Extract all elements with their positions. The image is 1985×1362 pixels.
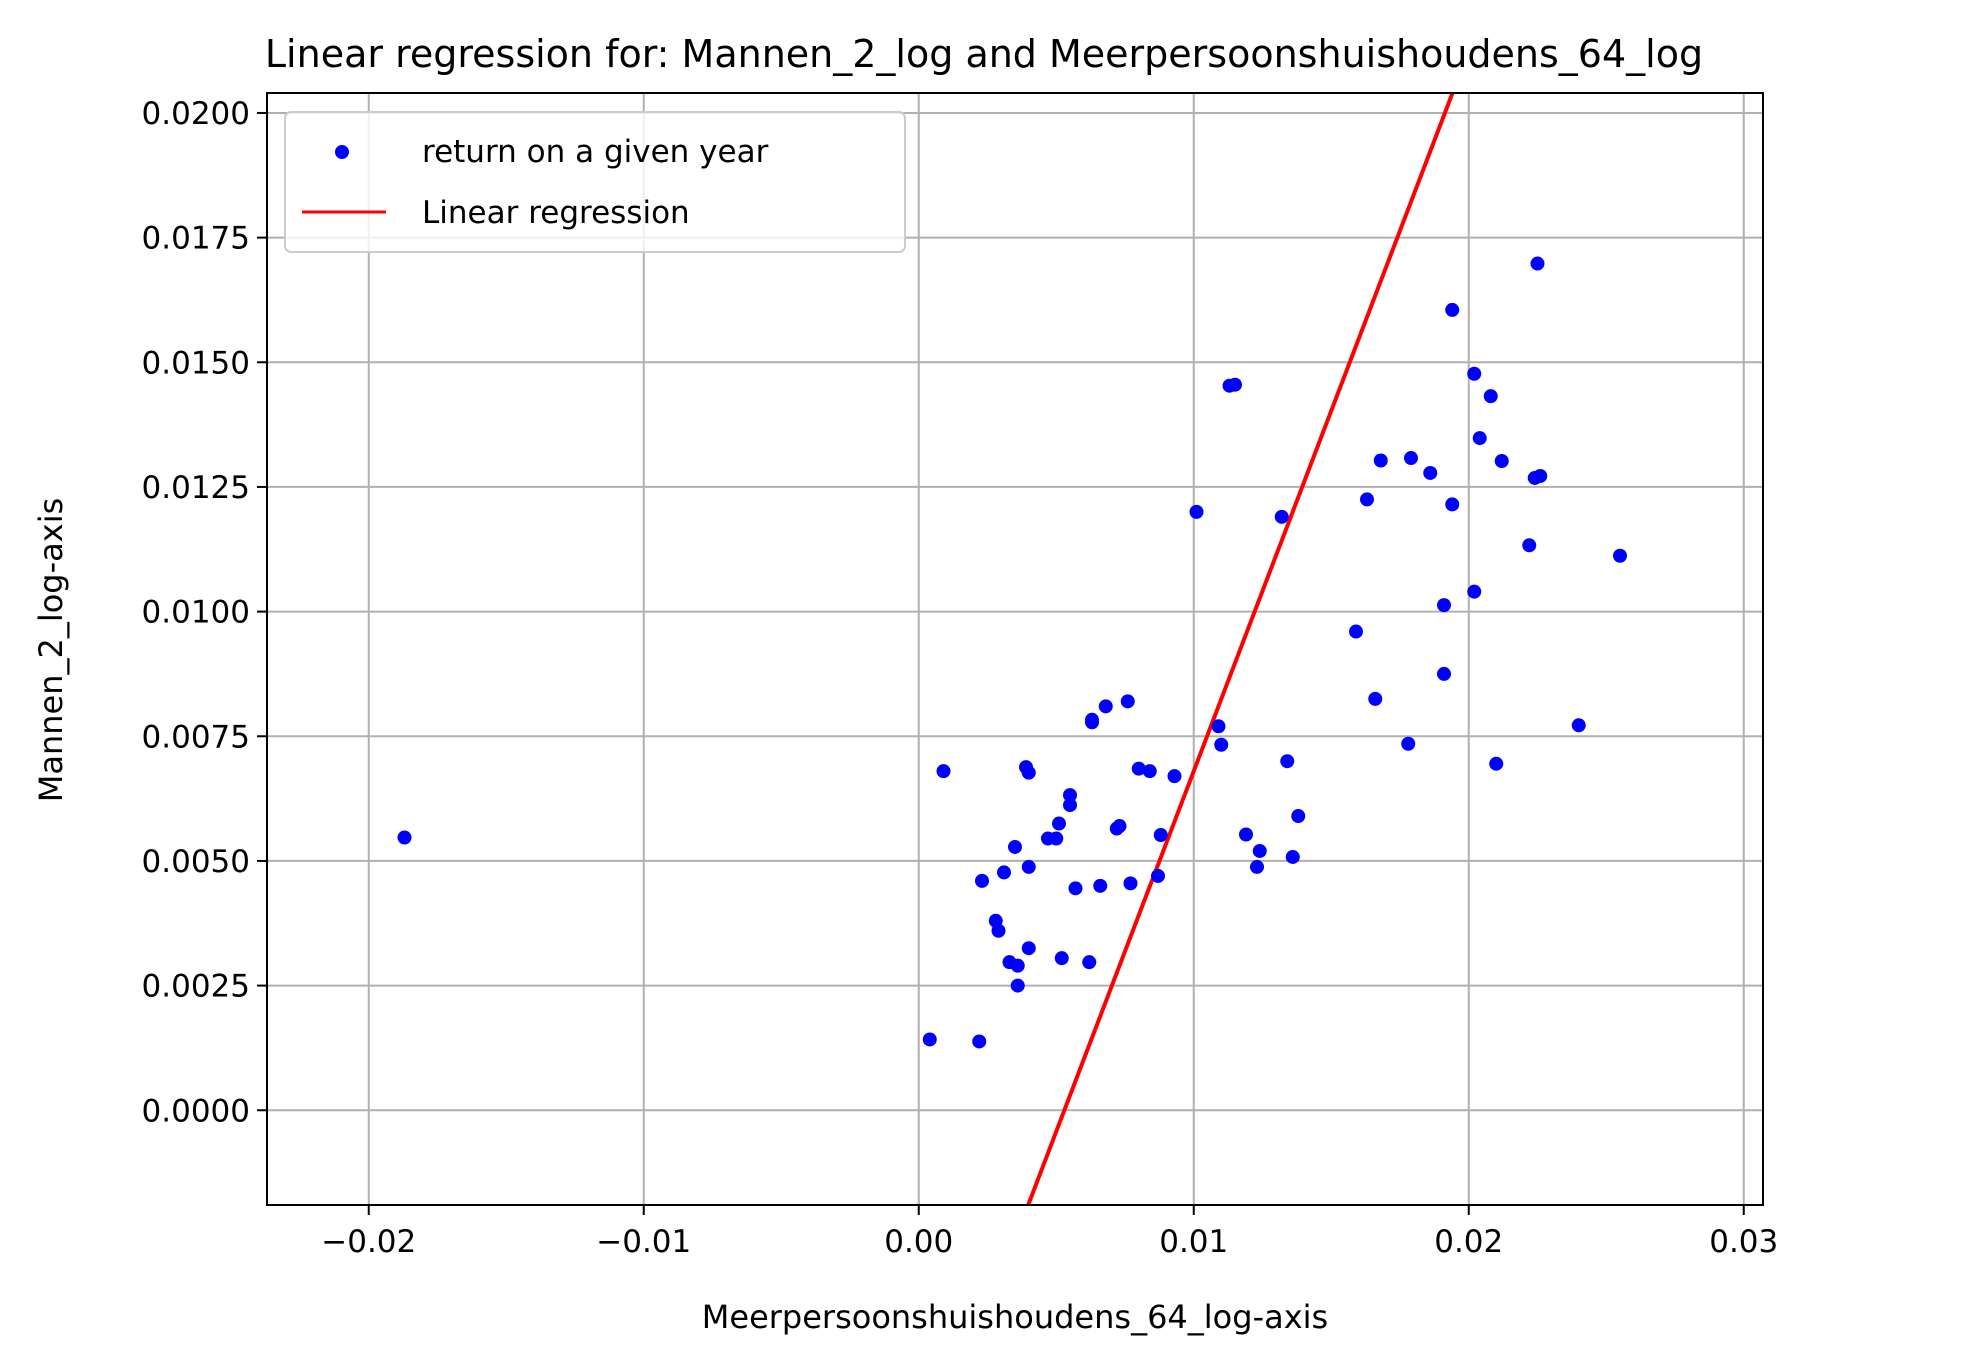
data-point	[975, 873, 989, 888]
data-point	[1472, 431, 1487, 446]
data-point	[922, 1032, 937, 1047]
data-point	[1228, 377, 1242, 392]
data-point	[1120, 694, 1135, 709]
data-point	[936, 764, 951, 779]
data-point	[1211, 719, 1226, 734]
data-point	[1522, 538, 1537, 553]
data-point	[1489, 756, 1504, 771]
legend-label-scatter: return on a given year	[422, 134, 769, 170]
regression-line	[1026, 92, 1455, 1206]
x-tick-label: 0.00	[884, 1224, 953, 1260]
y-axis-ticks: 0.0000 0.0025 0.0050 0.0075 0.0100 0.0125 0.01…	[142, 96, 267, 1129]
plot-frame	[266, 92, 1764, 1206]
legend: return on a given year Linear regression	[284, 111, 906, 253]
data-point	[1049, 831, 1064, 846]
y-tick-label: 0.0000	[142, 1093, 250, 1129]
data-point	[1153, 827, 1168, 842]
y-tick-label: 0.0175	[142, 221, 250, 257]
data-point	[1010, 978, 1025, 993]
x-tick-label: 0.03	[1709, 1224, 1778, 1260]
data-point	[1021, 859, 1036, 874]
data-point	[1437, 666, 1451, 681]
data-point	[1250, 859, 1264, 874]
data-point	[1437, 598, 1451, 613]
data-point	[1112, 819, 1127, 834]
legend-label-line: Linear regression	[422, 195, 690, 231]
chart-title: Linear regression for: Mannen_2_log and …	[265, 32, 1703, 76]
data-point	[1098, 699, 1113, 714]
data-point	[1151, 868, 1165, 883]
y-tick-label: 0.0075	[142, 719, 250, 755]
data-point	[1613, 548, 1627, 563]
data-point	[1445, 302, 1460, 317]
y-tick-label: 0.0025	[142, 969, 250, 1005]
regression-line-layer	[1026, 92, 1455, 1206]
data-point	[1063, 788, 1077, 803]
data-point	[1093, 878, 1108, 893]
data-point	[1373, 453, 1388, 468]
data-point	[1368, 691, 1383, 706]
data-point	[1404, 451, 1418, 466]
data-point	[1239, 827, 1253, 842]
data-point	[1285, 849, 1300, 864]
data-point	[1063, 798, 1077, 813]
data-point	[1085, 712, 1099, 727]
data-point	[1021, 765, 1036, 780]
data-point	[1142, 764, 1157, 779]
data-point	[1445, 497, 1460, 512]
data-point	[1082, 955, 1097, 970]
data-point	[1467, 584, 1482, 599]
x-tick-label: −0.01	[596, 1224, 691, 1260]
data-point	[397, 830, 412, 845]
data-point	[1021, 941, 1036, 956]
y-tick-label: 0.0200	[142, 96, 250, 132]
data-point	[1533, 468, 1548, 483]
legend-box	[284, 111, 906, 253]
y-tick-label: 0.0150	[142, 345, 250, 381]
data-point	[1349, 624, 1363, 639]
x-tick-label: −0.02	[321, 1224, 416, 1260]
data-point	[1214, 737, 1229, 752]
data-point	[1494, 454, 1509, 469]
data-point	[991, 923, 1006, 938]
data-point	[1530, 256, 1545, 271]
plot-background	[267, 93, 1763, 1205]
data-point	[1010, 958, 1025, 973]
y-tick-label: 0.0050	[142, 844, 250, 880]
data-point	[1401, 736, 1416, 751]
data-point	[1131, 761, 1146, 776]
data-point	[1052, 816, 1066, 831]
data-point	[1571, 718, 1586, 733]
data-point	[1360, 492, 1374, 507]
x-axis-label: Meerpersoonshuishoudens_64_log-axis	[702, 1298, 1328, 1336]
data-point	[1252, 843, 1267, 858]
data-point	[972, 1034, 987, 1049]
data-point	[1291, 809, 1306, 824]
data-point	[997, 865, 1011, 880]
x-axis-ticks: −0.02 −0.01 0.00 0.01 0.02 0.03	[321, 1205, 1778, 1260]
data-point	[1483, 389, 1498, 404]
x-tick-label: 0.02	[1434, 1224, 1503, 1260]
scatter-points	[397, 256, 1627, 1049]
data-point	[1467, 366, 1482, 381]
data-point	[1189, 504, 1204, 519]
data-point	[1167, 769, 1182, 784]
data-point	[1423, 465, 1438, 480]
data-point	[1008, 839, 1022, 854]
plot-area: −0.02 −0.01 0.00 0.01 0.02 0.03 0.00000.00250…	[142, 92, 1778, 1260]
y-tick-label: 0.0125	[142, 470, 250, 506]
data-point	[1054, 951, 1069, 966]
x-tick-label: 0.01	[1159, 1224, 1228, 1260]
y-axis-label: Mannen_2_log-axis	[32, 498, 70, 803]
data-point	[1274, 509, 1289, 524]
data-point	[1123, 876, 1138, 891]
data-point	[1280, 754, 1295, 769]
y-tick-label: 0.0100	[142, 595, 250, 631]
legend-marker-scatter	[335, 145, 349, 159]
data-point	[1068, 881, 1083, 896]
